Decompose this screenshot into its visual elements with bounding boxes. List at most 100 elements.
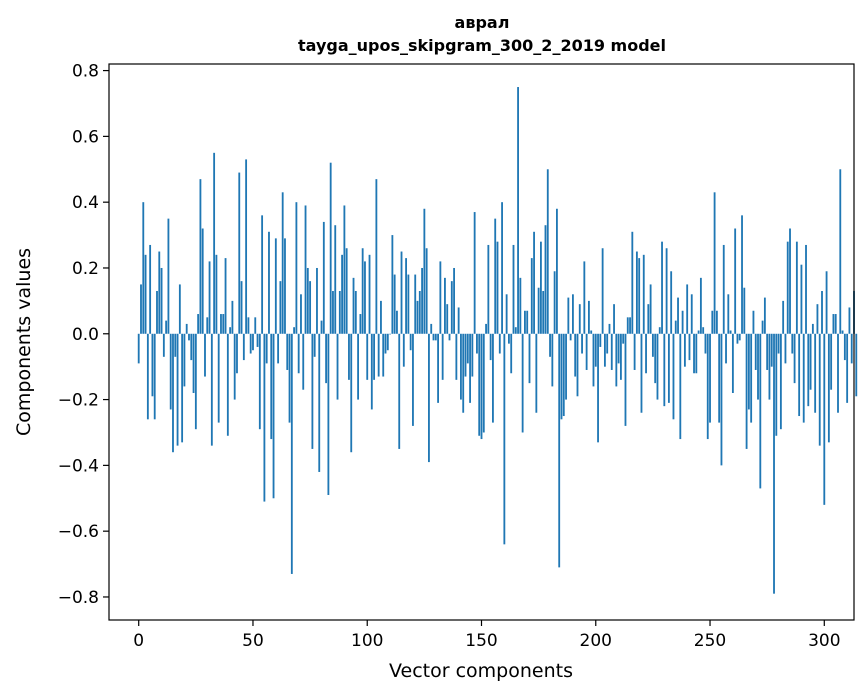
bar-37 <box>222 314 225 334</box>
bar-155 <box>492 333 494 423</box>
bar-53 <box>258 333 261 430</box>
bar-167 <box>519 277 522 334</box>
bar-278 <box>773 333 775 594</box>
bar-230 <box>663 333 666 407</box>
bar-272 <box>759 333 762 489</box>
bar-111 <box>391 235 394 334</box>
bar-210 <box>617 333 620 364</box>
bar-215 <box>629 317 631 334</box>
bar-214 <box>626 317 629 334</box>
bar-60 <box>274 238 277 334</box>
bar-294 <box>809 333 812 390</box>
bar-285 <box>789 228 791 334</box>
bar-196 <box>585 333 588 370</box>
bar-274 <box>763 297 766 334</box>
bar-78 <box>316 267 318 334</box>
bar-36 <box>220 314 222 334</box>
y-tick-label: −0.2 <box>58 391 99 411</box>
bar-264 <box>741 215 743 334</box>
bar-267 <box>747 333 750 410</box>
bar-138 <box>453 267 455 334</box>
bar-30 <box>206 317 209 334</box>
bar-114 <box>398 333 401 449</box>
bar-288 <box>795 241 798 334</box>
y-tick-label: 0.4 <box>72 193 99 213</box>
bar-276 <box>768 333 771 400</box>
bar-100 <box>366 333 369 380</box>
bar-300 <box>823 333 826 505</box>
bar-160 <box>503 333 506 545</box>
bar-105 <box>377 333 380 377</box>
bar-8 <box>156 291 158 334</box>
bar-1 <box>140 284 142 334</box>
bar-101 <box>368 254 371 334</box>
bar-29 <box>204 333 206 377</box>
bar-0 <box>137 333 140 364</box>
bar-217 <box>633 333 636 370</box>
bar-311 <box>848 307 851 334</box>
bar-281 <box>779 333 782 430</box>
bar-35 <box>217 333 220 423</box>
x-tick-label: 300 <box>808 631 840 651</box>
bar-171 <box>528 333 531 384</box>
bar-255 <box>720 333 723 466</box>
bar-262 <box>736 333 739 344</box>
bar-197 <box>587 300 590 334</box>
bar-297 <box>816 304 819 334</box>
bar-110 <box>389 333 391 335</box>
bar-50 <box>252 333 254 351</box>
bar-195 <box>583 261 586 334</box>
bar-109 <box>386 333 389 351</box>
bar-140 <box>457 307 460 334</box>
bar-107 <box>382 333 385 377</box>
bar-212 <box>622 333 625 344</box>
bar-139 <box>455 333 458 380</box>
bar-115 <box>400 251 403 334</box>
bar-173 <box>533 231 535 334</box>
bar-77 <box>313 333 316 357</box>
bar-39 <box>226 333 229 436</box>
bar-165 <box>514 327 517 334</box>
bar-157 <box>496 241 499 334</box>
x-tick-label: 0 <box>133 631 144 651</box>
bar-224 <box>649 284 652 334</box>
bar-193 <box>578 304 581 334</box>
bar-126 <box>425 248 428 334</box>
bar-76 <box>311 333 314 449</box>
bar-270 <box>754 333 757 370</box>
bar-239 <box>683 333 686 367</box>
bar-226 <box>654 333 657 384</box>
bar-306 <box>837 333 839 413</box>
bar-185 <box>560 333 563 420</box>
bar-75 <box>309 281 312 334</box>
bar-200 <box>594 333 597 367</box>
bar-238 <box>681 310 684 334</box>
bar-314 <box>855 333 858 397</box>
bar-279 <box>775 333 778 436</box>
bar-220 <box>640 333 643 413</box>
bar-119 <box>409 333 412 351</box>
bar-122 <box>416 300 419 334</box>
bar-49 <box>249 333 252 354</box>
bar-64 <box>284 238 286 334</box>
bar-170 <box>526 310 529 334</box>
x-tick-label: 250 <box>694 631 726 651</box>
bar-91 <box>345 248 348 334</box>
bar-159 <box>501 202 503 334</box>
bar-18 <box>178 284 181 334</box>
bar-271 <box>757 333 759 400</box>
bar-205 <box>606 333 609 354</box>
bar-231 <box>665 248 668 334</box>
bar-38 <box>224 258 227 334</box>
bar-275 <box>766 333 769 370</box>
bar-249 <box>706 333 709 440</box>
bar-208 <box>613 304 615 334</box>
bar-134 <box>444 277 446 334</box>
bar-207 <box>610 333 613 370</box>
bar-2 <box>142 202 145 334</box>
bar-176 <box>540 241 542 334</box>
bar-34 <box>215 254 218 334</box>
bar-103 <box>373 333 376 380</box>
bar-99 <box>364 261 366 334</box>
bar-266 <box>745 333 748 449</box>
